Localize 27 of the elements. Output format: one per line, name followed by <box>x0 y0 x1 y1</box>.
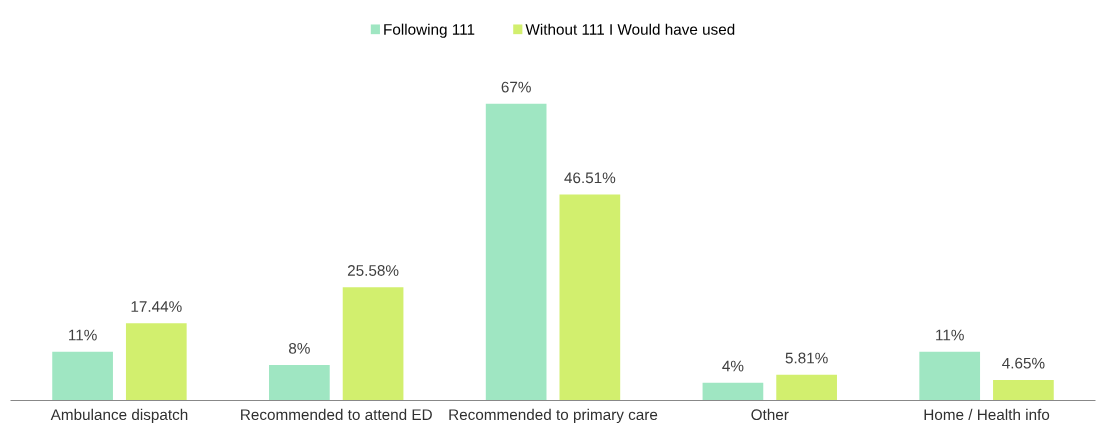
data-label: 25.58% <box>347 265 399 276</box>
data-label: 8% <box>289 342 310 354</box>
data-label: 46.51% <box>564 172 616 184</box>
data-label: 67% <box>501 81 531 93</box>
bar <box>485 103 547 401</box>
x-tick-label: Recommended to attend ED <box>241 408 432 421</box>
data-label: 17.44% <box>131 301 182 312</box>
legend-label: Following 111 <box>384 23 475 38</box>
bar <box>52 351 113 401</box>
legend-label: Without 111 I Would have used <box>525 23 735 35</box>
bar <box>993 379 1054 401</box>
x-tick-label: Recommended to primary care <box>449 408 658 424</box>
x-tick-label: Other <box>751 408 789 421</box>
x-tick-label: Ambulance dispatch <box>50 408 188 424</box>
data-label: 5.81% <box>785 352 828 364</box>
data-label: 11% <box>69 329 97 341</box>
x-tick-label: Home / Health info <box>924 408 1050 421</box>
data-label: 4.65% <box>1002 357 1045 369</box>
bar <box>269 365 330 401</box>
bar <box>702 382 764 401</box>
bar <box>559 194 621 401</box>
data-label: 11% <box>936 329 964 341</box>
bar <box>919 351 981 401</box>
bar <box>776 374 837 401</box>
bar <box>342 287 404 401</box>
bar <box>125 323 187 401</box>
data-label: 4% <box>722 360 744 372</box>
